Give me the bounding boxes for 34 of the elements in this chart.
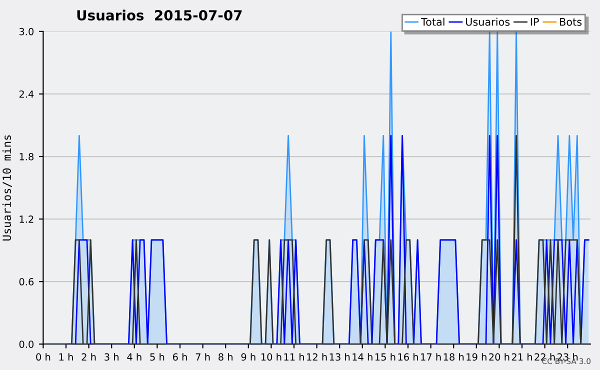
x-tick-label: 20 h [489,353,510,361]
y-tick-label: 0.6 [19,278,34,286]
x-tick-label: 3 h [104,353,118,361]
legend-label: IP [530,18,539,26]
x-tick-label: 14 h [352,353,372,361]
x-tick-label: 13 h [330,353,350,361]
x-tick-label: 5 h [150,353,164,361]
y-axis-title: Usuarios/10 mins [2,135,12,240]
legend-label: Bots [560,18,582,26]
x-tick-label: 21 h [512,353,532,361]
legend-label: Total [420,18,444,26]
x-tick-label: 16 h [398,353,418,361]
chart-title: Usuarios 2015-07-07 [77,10,242,21]
x-tick-label: 7 h [196,353,210,361]
y-tick-label: 0.0 [19,340,34,348]
y-tick-label: 2.4 [19,90,34,98]
x-tick-label: 9 h [241,353,256,361]
x-tick-label: 2 h [82,353,96,361]
x-tick-label: 4 h [127,353,142,361]
x-tick-label: 17 h [421,353,441,361]
x-tick-label: 15 h [375,353,396,361]
x-tick-label: 12 h [307,353,327,361]
x-tick-label: 6 h [172,353,187,361]
x-tick-label: 10 h [261,353,282,361]
y-tick-label: 3.0 [19,28,34,36]
legend-label: Usuarios [466,18,510,26]
x-tick-label: 0 h [36,353,50,361]
x-tick-label: 19 h [466,353,486,361]
x-tick-label: 11 h [284,353,304,361]
y-tick-label: 1.8 [20,152,34,160]
x-tick-label: 8 h [218,353,232,361]
y-tick-label: 1.2 [20,216,34,223]
x-tick-label: 1 h [59,353,73,361]
x-tick-label: 18 h [444,353,464,361]
